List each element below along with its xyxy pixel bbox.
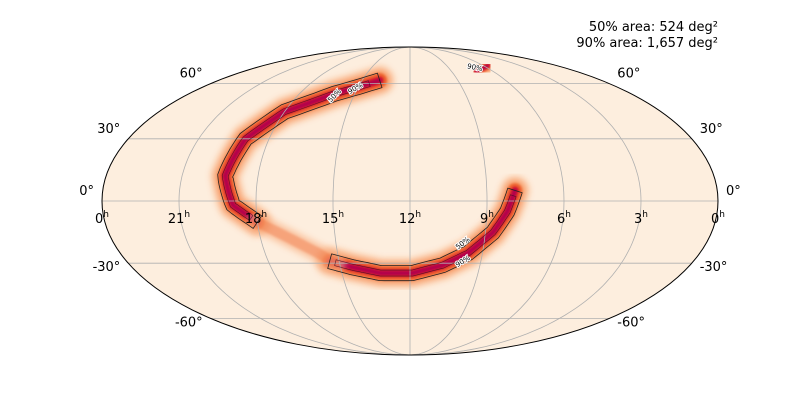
heat-band [252, 216, 341, 269]
lon-tick-label: 12h [399, 210, 421, 227]
lat-tick-label-right: 0° [726, 184, 741, 199]
credible-arc-2 [246, 211, 346, 275]
lon-tick-label: 0h [711, 210, 725, 227]
credible-arc-3 [467, 56, 497, 80]
lat-tick-label-left: 60° [180, 67, 203, 82]
longitude-tick-labels: 0h 21h 18h 15h 12h 9h 6h 3h 0h [95, 210, 725, 227]
contour-50-line [221, 80, 371, 221]
lat-tick-label-left: -30° [93, 260, 121, 275]
sky-border [101, 46, 719, 356]
lon-tick-label: 21h [168, 210, 190, 227]
lon-tick-label: 9h [480, 210, 494, 227]
area-90-annotation: 90% area: 1,657 deg² [576, 36, 718, 51]
coordinate-grid [102, 47, 718, 355]
lat-tick-label-left: -60° [175, 315, 203, 330]
lat-tick-label-right: 60° [617, 67, 640, 82]
contour-50-line [334, 194, 517, 277]
credible-contours [217, 72, 523, 282]
lat-tick-label-left: 0° [79, 184, 94, 199]
latitude-tick-labels: 60° 60° 30° 30° 0° 0° -30° -30° -60° -60° [79, 67, 741, 331]
area-50-annotation: 50% area: 524 deg² [589, 20, 718, 35]
lon-tick-label: 18h [245, 210, 267, 227]
contour-90-line [217, 72, 383, 229]
contour-90-line [327, 187, 523, 282]
lon-tick-label: 15h [322, 210, 344, 227]
lon-tick-label: 3h [634, 210, 648, 227]
lon-tick-label: 0h [95, 210, 109, 227]
lat-tick-label-left: 30° [97, 122, 120, 137]
lat-tick-label-right: 30° [700, 122, 723, 137]
lat-tick-label-right: -30° [700, 260, 728, 275]
heat-band [474, 64, 490, 73]
lat-tick-label-right: -60° [617, 315, 645, 330]
credible-arc-1 [314, 175, 531, 289]
lon-tick-label: 6h [557, 210, 571, 227]
heat-band [327, 188, 518, 276]
